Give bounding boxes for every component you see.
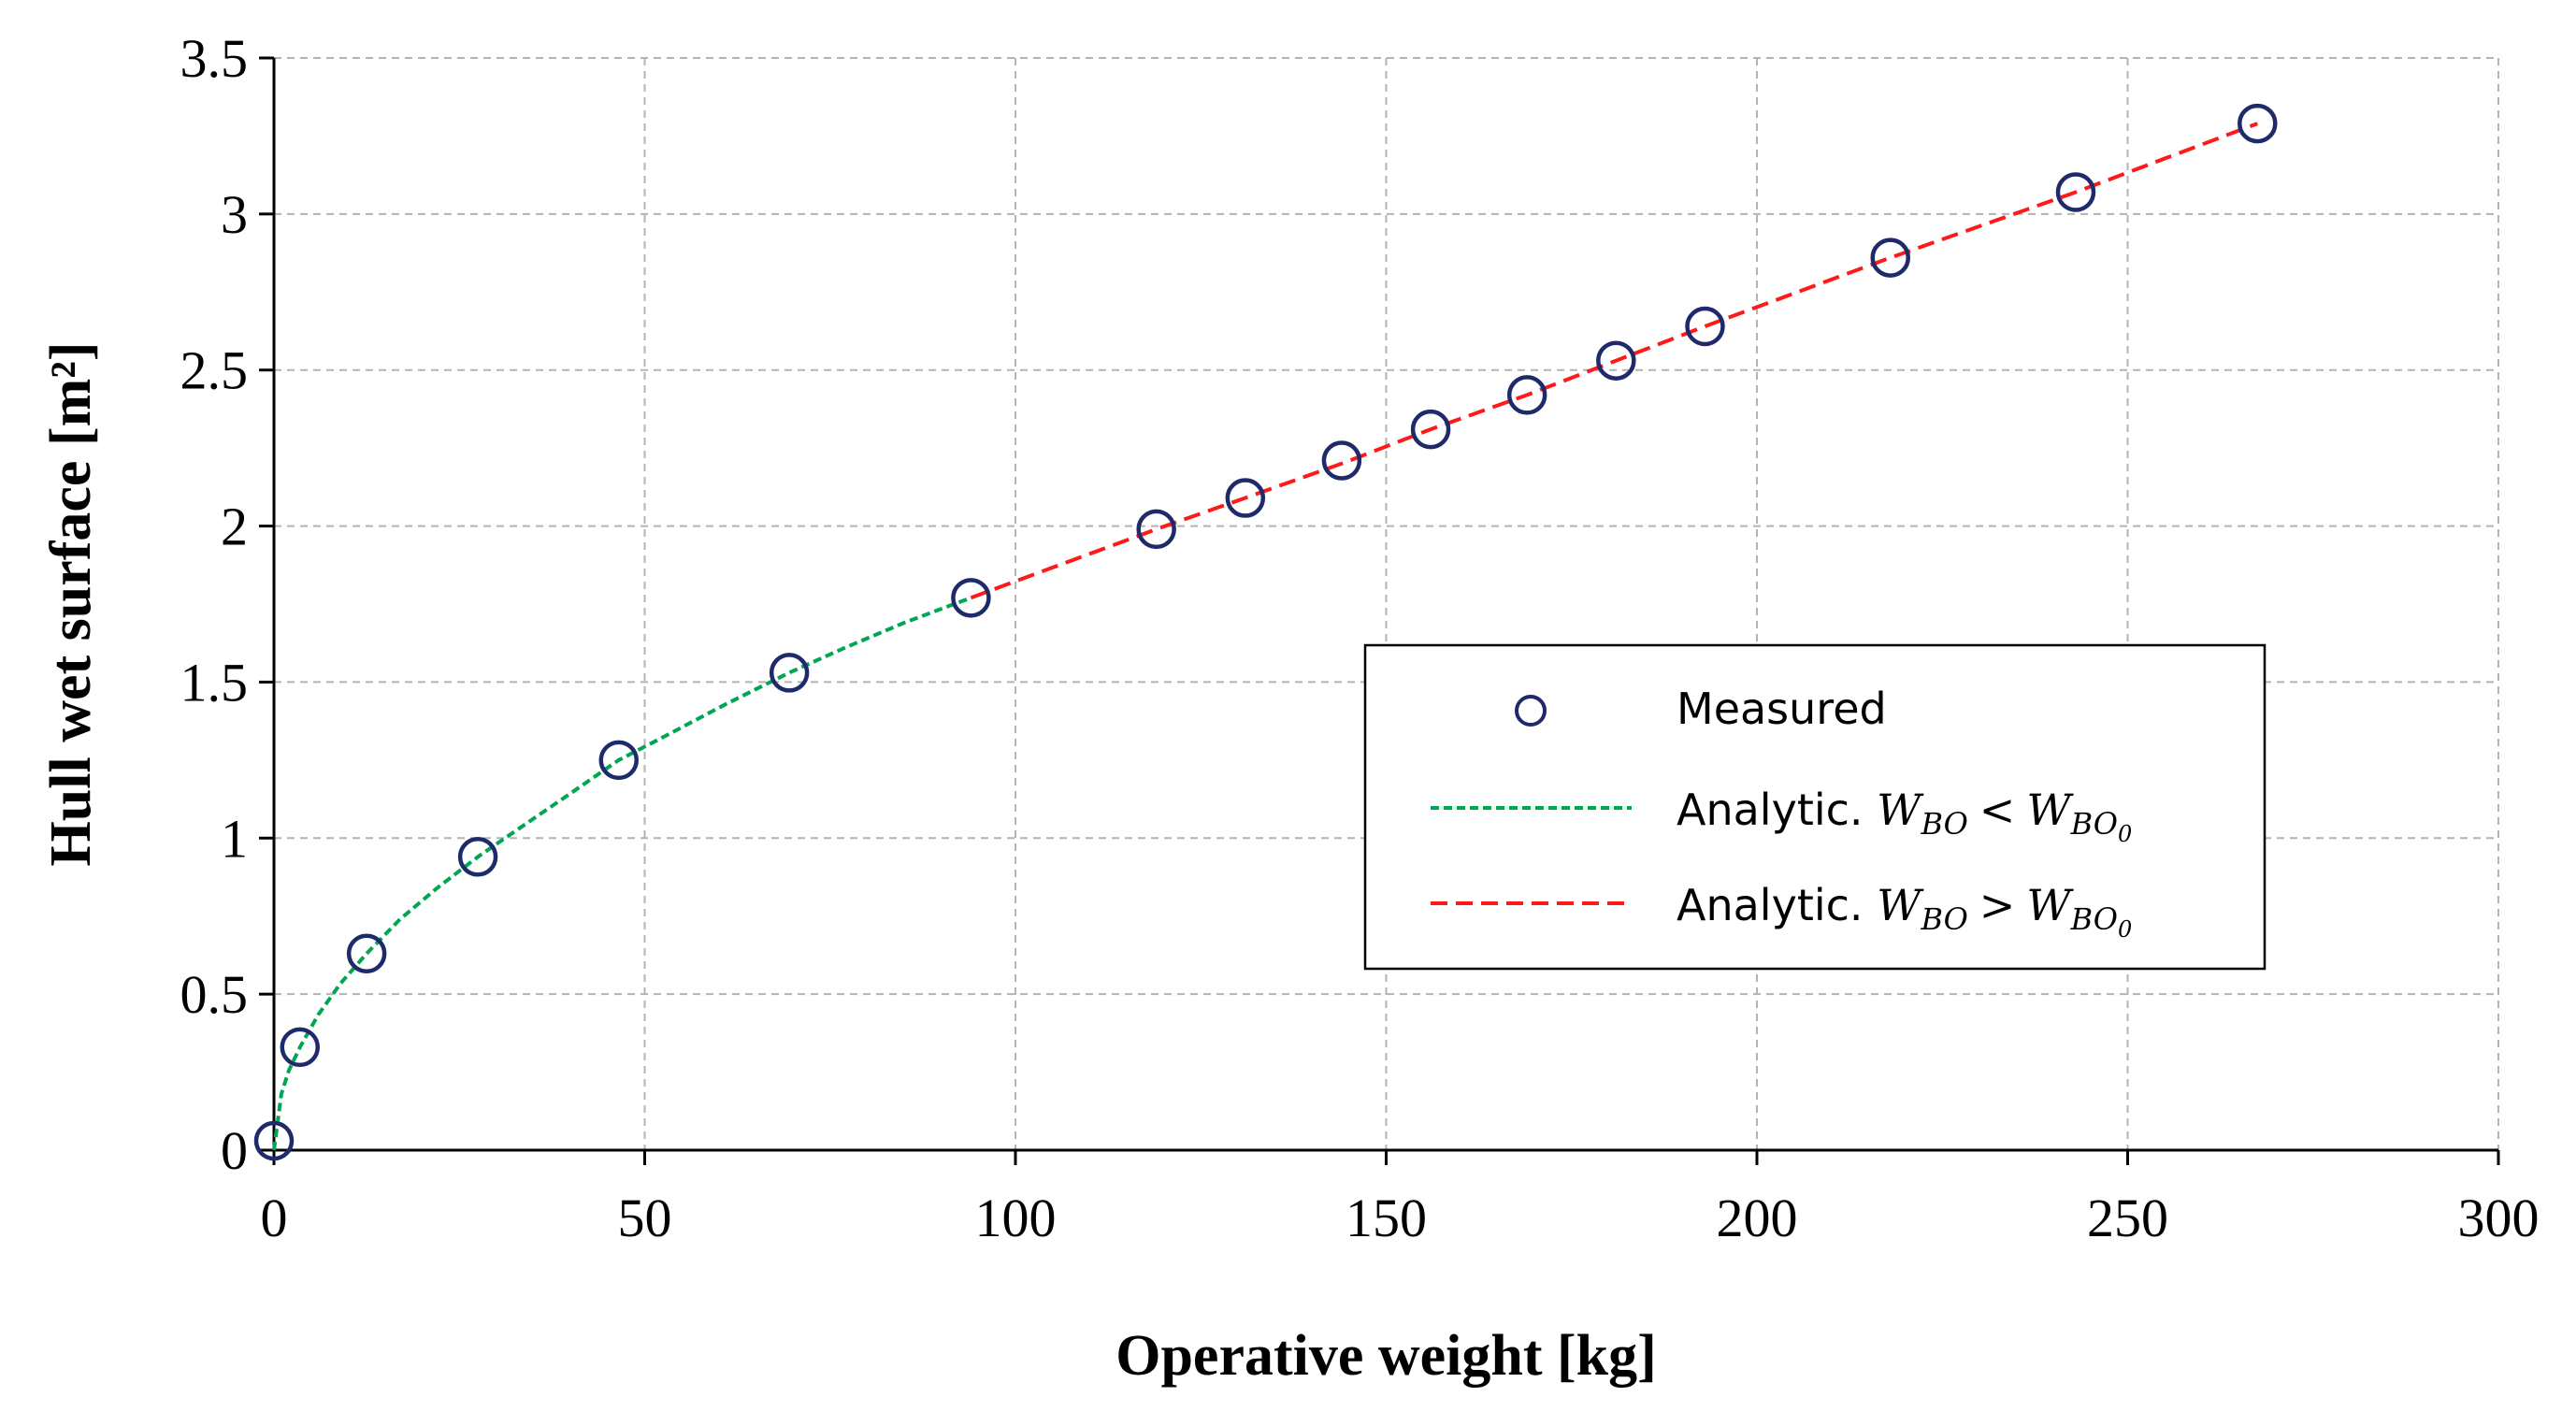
legend-label-measured: Measured xyxy=(1677,684,1887,734)
ticks: 0 0.5 1 1.5 2 2.5 3 3.5 0 50 100 150 200 250 300 xyxy=(180,28,2540,1248)
x-tick-label: 250 xyxy=(2087,1188,2168,1248)
measured-point xyxy=(346,933,387,974)
legend-label-red: Analytic. WBO > WBO0 xyxy=(1677,880,2132,943)
legend-label-red-lhs-sub: BO xyxy=(1920,901,1967,937)
measured-point xyxy=(769,653,810,693)
measured-point xyxy=(253,1120,295,1161)
legend-label-green-lhs: W xyxy=(1877,785,1924,835)
y-tick-label: 2.5 xyxy=(180,340,249,401)
measured-point xyxy=(1596,340,1636,381)
y-tick-label: 0 xyxy=(221,1120,248,1181)
measured-point xyxy=(2238,103,2278,144)
legend-label-red-rhs-subsub: 0 xyxy=(2118,916,2132,943)
legend-label-green-rhs: W xyxy=(2026,785,2074,835)
y-axis-title: Hull wet surface [m²] xyxy=(39,342,103,867)
measured-point xyxy=(1870,238,1910,278)
legend-label-green-rhs-sub: BO xyxy=(2070,806,2118,842)
measured-point xyxy=(2055,172,2096,212)
measured-point xyxy=(1225,478,1266,518)
measured-point xyxy=(951,578,991,618)
legend: Measured Analytic. WBO < WBO0 Analytic. WB… xyxy=(1363,643,2267,971)
analytic-below-line xyxy=(272,596,972,1151)
measured-point xyxy=(280,1027,321,1068)
x-tick-label: 300 xyxy=(2458,1188,2540,1248)
legend-label-green: Analytic. WBO < WBO0 xyxy=(1677,785,2132,847)
legend-label-red-rhs: W xyxy=(2026,880,2074,930)
measured-point xyxy=(1136,509,1176,550)
x-tick-label: 100 xyxy=(975,1188,1057,1248)
measured-point xyxy=(1410,409,1451,450)
legend-label-green-rhs-subsub: 0 xyxy=(2118,821,2132,847)
measured-point xyxy=(457,837,498,877)
y-tick-label: 1.5 xyxy=(180,652,249,713)
measured-point xyxy=(598,740,639,781)
legend-marker-measured xyxy=(1515,695,1547,727)
y-tick-label: 2 xyxy=(221,497,248,557)
measured-point xyxy=(1506,375,1547,415)
y-tick-label: 3.5 xyxy=(180,28,249,89)
legend-label-red-lhs: W xyxy=(1877,880,1924,930)
legend-label-red-rhs-sub: BO xyxy=(2070,901,2118,937)
x-tick-label: 50 xyxy=(618,1188,672,1248)
x-tick-label: 150 xyxy=(1346,1188,1427,1248)
legend-label-green-lhs-sub: BO xyxy=(1920,806,1967,842)
y-tick-label: 1 xyxy=(221,808,248,869)
x-tick-label: 0 xyxy=(261,1188,288,1248)
y-tick-label: 0.5 xyxy=(180,964,249,1025)
y-tick-label: 3 xyxy=(221,184,248,245)
legend-label-green-prefix: Analytic. xyxy=(1677,785,1877,835)
legend-label-red-op: > xyxy=(1979,880,2016,930)
measured-point xyxy=(1321,440,1362,481)
x-axis-title: Operative weight [kg] xyxy=(1115,1324,1657,1388)
legend-label-green-op: < xyxy=(1979,785,2016,835)
grid xyxy=(274,57,2499,1150)
measured-point xyxy=(1685,306,1725,347)
x-tick-label: 200 xyxy=(1717,1188,1798,1248)
legend-label-red-prefix: Analytic. xyxy=(1677,880,1877,930)
series xyxy=(253,103,2278,1161)
analytic-above-line xyxy=(970,122,2259,600)
